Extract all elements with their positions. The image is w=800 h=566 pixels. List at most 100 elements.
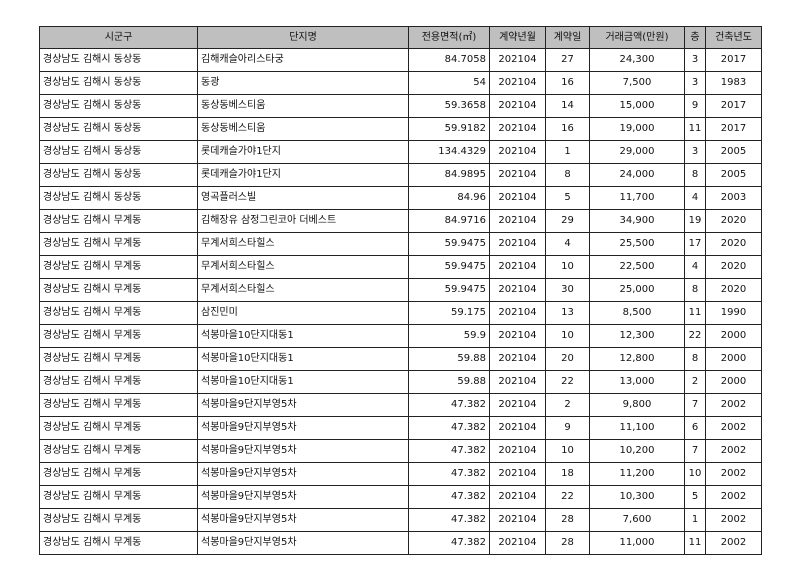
- cell-price: 7,500: [589, 71, 685, 95]
- cell-day: 28: [545, 508, 590, 532]
- cell-region: 경상남도 김해시 무계동: [39, 462, 198, 486]
- cell-floor: 5: [684, 485, 706, 509]
- cell-floor: 4: [684, 186, 706, 210]
- cell-price: 12,300: [589, 324, 685, 348]
- cell-region: 경상남도 김해시 무계동: [39, 232, 198, 256]
- cell-day: 16: [545, 117, 590, 141]
- cell-ym: 202104: [489, 186, 546, 210]
- cell-ym: 202104: [489, 278, 546, 302]
- cell-price: 24,300: [589, 48, 685, 72]
- cell-price: 7,600: [589, 508, 685, 532]
- cell-year: 2017: [705, 48, 762, 72]
- transactions-table: 시군구 단지명 전용면적(㎡) 계약년월 계약일 거래금액(만원) 층 건축년도 경상남도 김…: [39, 26, 762, 555]
- cell-name: 석봉마을9단지부영5차: [197, 485, 409, 509]
- table-row: 경상남도 김해시 무계동 석봉마을10단지대동1 59.88 202104 22 13,0…: [39, 370, 762, 394]
- cell-day: 10: [545, 255, 590, 279]
- cell-year: 2020: [705, 278, 762, 302]
- table-row: 경상남도 김해시 동상동 동상동베스티움 59.3658 202104 14 15,000…: [39, 94, 762, 118]
- table-row: 경상남도 김해시 무계동 석봉마을9단지부영5차 47.382 202104 10 10,…: [39, 439, 762, 463]
- cell-ym: 202104: [489, 347, 546, 371]
- table-row: 경상남도 김해시 무계동 석봉마을9단지부영5차 47.382 202104 22 10,…: [39, 485, 762, 509]
- cell-area: 84.96: [408, 186, 490, 210]
- cell-day: 20: [545, 347, 590, 371]
- cell-price: 8,500: [589, 301, 685, 325]
- cell-price: 11,200: [589, 462, 685, 486]
- table-row: 경상남도 김해시 무계동 석봉마을10단지대동1 59.88 202104 20 12,8…: [39, 347, 762, 371]
- cell-ym: 202104: [489, 301, 546, 325]
- table-row: 경상남도 김해시 동상동 롯데캐슬가야1단지 134.4329 202104 1 29,0…: [39, 140, 762, 164]
- cell-area: 54: [408, 71, 490, 95]
- cell-price: 34,900: [589, 209, 685, 233]
- cell-name: 무계서희스타힐스: [197, 255, 409, 279]
- cell-area: 47.382: [408, 462, 490, 486]
- cell-price: 11,000: [589, 531, 685, 555]
- cell-ym: 202104: [489, 140, 546, 164]
- cell-name: 동상동베스티움: [197, 117, 409, 141]
- cell-floor: 10: [684, 462, 706, 486]
- table-row: 경상남도 김해시 무계동 김해장유 삼정그린코아 더베스트 84.9716 20210…: [39, 209, 762, 233]
- cell-floor: 22: [684, 324, 706, 348]
- cell-region: 경상남도 김해시 동상동: [39, 140, 198, 164]
- cell-price: 29,000: [589, 140, 685, 164]
- cell-ym: 202104: [489, 508, 546, 532]
- cell-price: 24,000: [589, 163, 685, 187]
- cell-area: 59.3658: [408, 94, 490, 118]
- cell-region: 경상남도 김해시 무계동: [39, 485, 198, 509]
- cell-region: 경상남도 김해시 동상동: [39, 163, 198, 187]
- cell-ym: 202104: [489, 209, 546, 233]
- cell-year: 2000: [705, 324, 762, 348]
- cell-ym: 202104: [489, 163, 546, 187]
- table-row: 경상남도 김해시 동상동 김해캐슬아리스타궁 84.7058 202104 27 24,3…: [39, 48, 762, 72]
- cell-name: 석봉마을9단지부영5차: [197, 416, 409, 440]
- cell-name: 롯데캐슬가야1단지: [197, 140, 409, 164]
- cell-region: 경상남도 김해시 무계동: [39, 439, 198, 463]
- column-header-ym: 계약년월: [489, 26, 546, 49]
- cell-region: 경상남도 김해시 무계동: [39, 209, 198, 233]
- cell-day: 5: [545, 186, 590, 210]
- table-body: 경상남도 김해시 동상동 김해캐슬아리스타궁 84.7058 202104 27 24,3…: [39, 48, 762, 555]
- cell-floor: 7: [684, 439, 706, 463]
- cell-region: 경상남도 김해시 무계동: [39, 531, 198, 555]
- cell-ym: 202104: [489, 117, 546, 141]
- cell-area: 134.4329: [408, 140, 490, 164]
- cell-year: 2000: [705, 370, 762, 394]
- cell-day: 9: [545, 416, 590, 440]
- cell-area: 59.88: [408, 370, 490, 394]
- cell-name: 영곡플러스빌: [197, 186, 409, 210]
- cell-year: 1990: [705, 301, 762, 325]
- cell-area: 59.175: [408, 301, 490, 325]
- cell-name: 석봉마을9단지부영5차: [197, 439, 409, 463]
- cell-price: 25,000: [589, 278, 685, 302]
- cell-name: 석봉마을10단지대동1: [197, 347, 409, 371]
- cell-year: 2020: [705, 232, 762, 256]
- cell-area: 59.88: [408, 347, 490, 371]
- cell-floor: 8: [684, 163, 706, 187]
- cell-region: 경상남도 김해시 동상동: [39, 48, 198, 72]
- cell-region: 경상남도 김해시 무계동: [39, 347, 198, 371]
- cell-year: 2017: [705, 94, 762, 118]
- cell-floor: 11: [684, 301, 706, 325]
- cell-ym: 202104: [489, 416, 546, 440]
- cell-price: 25,500: [589, 232, 685, 256]
- table-row: 경상남도 김해시 동상동 영곡플러스빌 84.96 202104 5 11,700 4 200…: [39, 186, 762, 210]
- cell-name: 석봉마을9단지부영5차: [197, 531, 409, 555]
- cell-ym: 202104: [489, 255, 546, 279]
- cell-name: 석봉마을10단지대동1: [197, 324, 409, 348]
- cell-year: 2002: [705, 531, 762, 555]
- cell-price: 19,000: [589, 117, 685, 141]
- cell-price: 15,000: [589, 94, 685, 118]
- table-row: 경상남도 김해시 무계동 석봉마을10단지대동1 59.9 202104 10 12,30…: [39, 324, 762, 348]
- cell-year: 2017: [705, 117, 762, 141]
- cell-region: 경상남도 김해시 동상동: [39, 94, 198, 118]
- cell-area: 84.7058: [408, 48, 490, 72]
- cell-region: 경상남도 김해시 무계동: [39, 508, 198, 532]
- cell-ym: 202104: [489, 393, 546, 417]
- table-row: 경상남도 김해시 무계동 무계서희스타힐스 59.9475 202104 30 25,00…: [39, 278, 762, 302]
- table-row: 경상남도 김해시 무계동 석봉마을9단지부영5차 47.382 202104 2 9,80…: [39, 393, 762, 417]
- cell-day: 13: [545, 301, 590, 325]
- table-row: 경상남도 김해시 무계동 석봉마을9단지부영5차 47.382 202104 28 7,6…: [39, 508, 762, 532]
- table-row: 경상남도 김해시 무계동 무계서희스타힐스 59.9475 202104 4 25,500…: [39, 232, 762, 256]
- cell-name: 석봉마을10단지대동1: [197, 370, 409, 394]
- cell-day: 8: [545, 163, 590, 187]
- cell-name: 무계서희스타힐스: [197, 278, 409, 302]
